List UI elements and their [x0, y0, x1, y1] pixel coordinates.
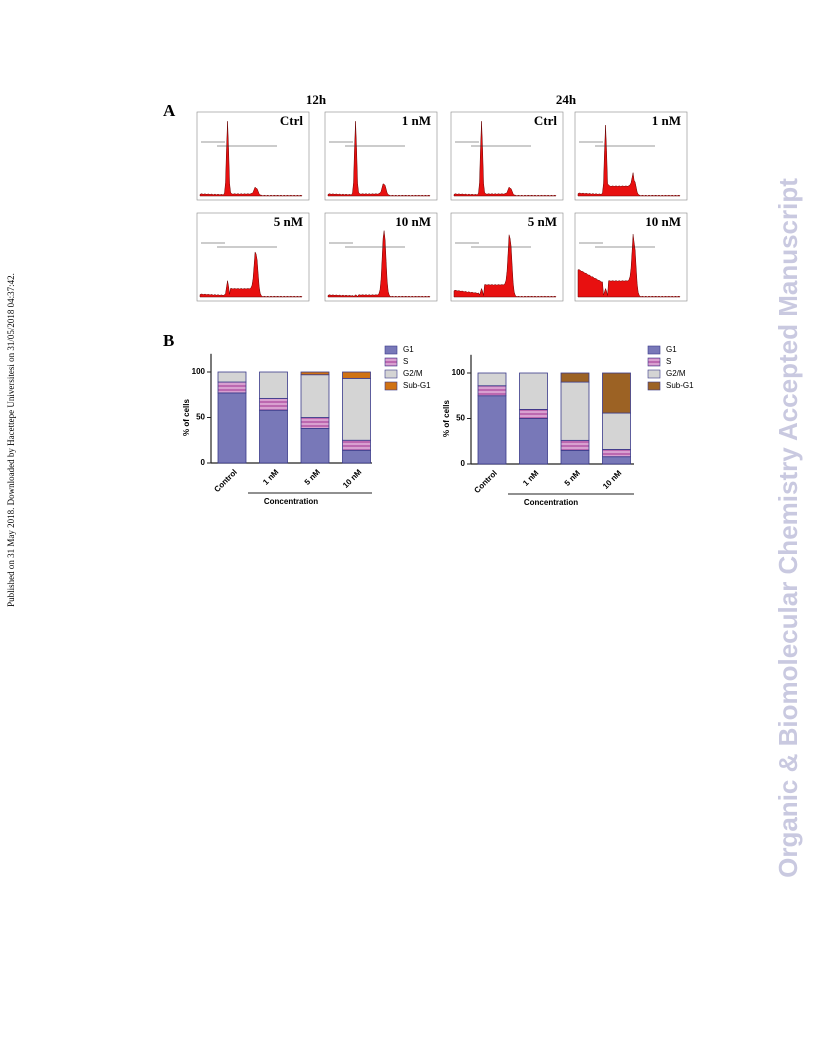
- bar-segment: [560, 449, 590, 465]
- x-axis-label: Concentration: [264, 497, 318, 506]
- bar-segment: [300, 374, 330, 418]
- bar-segment: [602, 456, 631, 465]
- bar-segment: [259, 409, 288, 464]
- legend-label: G1: [666, 345, 677, 354]
- histogram-shape: [327, 230, 431, 298]
- bar-segment: [217, 371, 247, 383]
- legend-swatch: [647, 381, 661, 391]
- histogram-frame: [196, 212, 310, 302]
- histogram-label: Ctrl: [280, 113, 303, 128]
- panel-label: B: [163, 331, 174, 350]
- x-tick-label: 10 nM: [601, 468, 624, 491]
- histogram-frame: [574, 212, 688, 302]
- column-label: 24h: [556, 92, 577, 107]
- x-tick-label: 5 nM: [563, 468, 582, 487]
- histogram-frame: [574, 111, 688, 201]
- panel-label: A: [163, 101, 176, 120]
- y-tick-label: 0: [461, 459, 466, 468]
- legend-swatch: [384, 381, 398, 391]
- bar-segment: [259, 371, 288, 399]
- y-tick-label: 100: [452, 368, 466, 377]
- x-tick-label: 10 nM: [341, 467, 364, 490]
- bar-segment: [300, 417, 330, 429]
- bar-segment: [477, 372, 507, 387]
- bar-segment: [300, 371, 330, 376]
- legend-swatch: [384, 369, 398, 379]
- watermark: Organic & Biomolecular Chemistry Accepte…: [773, 178, 803, 878]
- bar-segment: [300, 428, 330, 464]
- legend-swatch: [384, 357, 398, 367]
- legend-swatch: [384, 345, 398, 355]
- bar-segment: [560, 381, 590, 441]
- histogram-shape: [577, 234, 681, 298]
- x-axis-label: Concentration: [524, 498, 578, 507]
- legend-swatch: [647, 357, 661, 367]
- legend-label: Sub-G1: [666, 381, 694, 390]
- histogram-shape: [327, 121, 431, 197]
- histogram-shape: [453, 234, 557, 298]
- bar-segment: [477, 395, 507, 465]
- bar-segment: [519, 372, 548, 410]
- legend-label: S: [666, 357, 671, 366]
- y-axis-label: % of cells: [442, 400, 451, 437]
- histogram-shape: [199, 121, 303, 197]
- bar-segment: [259, 397, 288, 411]
- histogram-frame: [196, 111, 310, 201]
- legend-label: G1: [403, 345, 414, 354]
- y-axis-label: % of cells: [182, 399, 191, 436]
- legend-label: G2/M: [403, 369, 423, 378]
- histogram-shape: [453, 121, 557, 197]
- y-tick-label: 50: [456, 414, 465, 423]
- column-label: 12h: [306, 92, 327, 107]
- histogram-shape: [199, 251, 303, 298]
- bar-segment: [217, 381, 247, 394]
- bar-segment: [560, 439, 590, 451]
- side-note: Published on 31 May 2018. Downloaded by …: [6, 273, 16, 607]
- bar-segment: [342, 449, 371, 464]
- histogram-label: 1 nM: [652, 113, 681, 128]
- histogram-label: 1 nM: [402, 113, 431, 128]
- histogram-label: 5 nM: [528, 214, 557, 229]
- x-tick-label: 1 nM: [261, 467, 280, 486]
- histogram-frame: [450, 111, 564, 201]
- bar-segment: [519, 418, 548, 465]
- bar-segment: [602, 372, 631, 414]
- legend-label: G2/M: [666, 369, 686, 378]
- bar-segment: [602, 449, 631, 458]
- legend-swatch: [647, 345, 661, 355]
- bar-segment: [560, 372, 590, 383]
- legend-label: S: [403, 357, 408, 366]
- histogram-shape: [577, 125, 681, 197]
- x-tick-label: 1 nM: [521, 468, 540, 487]
- y-tick-label: 50: [196, 413, 205, 422]
- histogram-frame: [324, 212, 438, 302]
- bar-segment: [342, 371, 371, 379]
- x-tick-label: 5 nM: [303, 467, 322, 486]
- histogram-frame: [450, 212, 564, 302]
- bar-segment: [519, 408, 548, 419]
- bar-segment: [217, 392, 247, 464]
- histogram-label: Ctrl: [534, 113, 557, 128]
- bar-segment: [477, 385, 507, 397]
- bar-segment: [342, 377, 371, 441]
- histogram-label: 5 nM: [274, 214, 303, 229]
- x-tick-label: Control: [212, 468, 238, 494]
- histogram-label: 10 nM: [645, 214, 681, 229]
- histogram-frame: [324, 111, 438, 201]
- bar-segment: [342, 439, 371, 451]
- y-tick-label: 0: [201, 458, 206, 467]
- legend-label: Sub-G1: [403, 381, 431, 390]
- legend-swatch: [647, 369, 661, 379]
- bar-segment: [602, 412, 631, 450]
- histogram-label: 10 nM: [395, 214, 431, 229]
- y-tick-label: 100: [192, 367, 206, 376]
- x-tick-label: Control: [472, 469, 498, 495]
